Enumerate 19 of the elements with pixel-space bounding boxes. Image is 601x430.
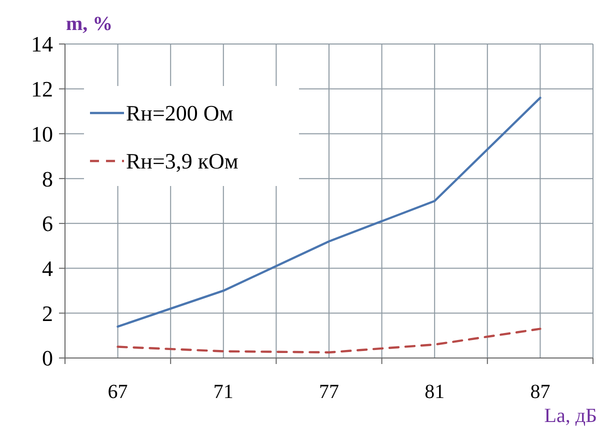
y-tick-label: 2 <box>42 300 53 326</box>
x-axis-title: La, дБ <box>544 405 597 427</box>
y-tick-label: 14 <box>31 32 53 57</box>
line-series <box>116 328 542 354</box>
y-tick-label: 8 <box>42 166 53 192</box>
y-axis-title: m, % <box>66 13 113 35</box>
x-tick-label: 71 <box>213 381 234 403</box>
x-tick-label: 67 <box>108 381 128 403</box>
x-tick-label: 81 <box>424 381 445 403</box>
x-tick-label: 77 <box>319 381 339 403</box>
legend-label: Rн=200 Ом <box>126 100 234 126</box>
y-tick-label: 4 <box>42 256 53 281</box>
line-series <box>116 96 542 328</box>
y-tick-label: 12 <box>31 76 53 102</box>
y-tick-label: 6 <box>42 211 53 236</box>
y-tick-label: 0 <box>42 346 53 371</box>
x-tick-label: 87 <box>530 381 550 403</box>
y-tick-label: 10 <box>31 121 53 146</box>
legend-label: Rн=3,9 кОм <box>126 148 238 174</box>
